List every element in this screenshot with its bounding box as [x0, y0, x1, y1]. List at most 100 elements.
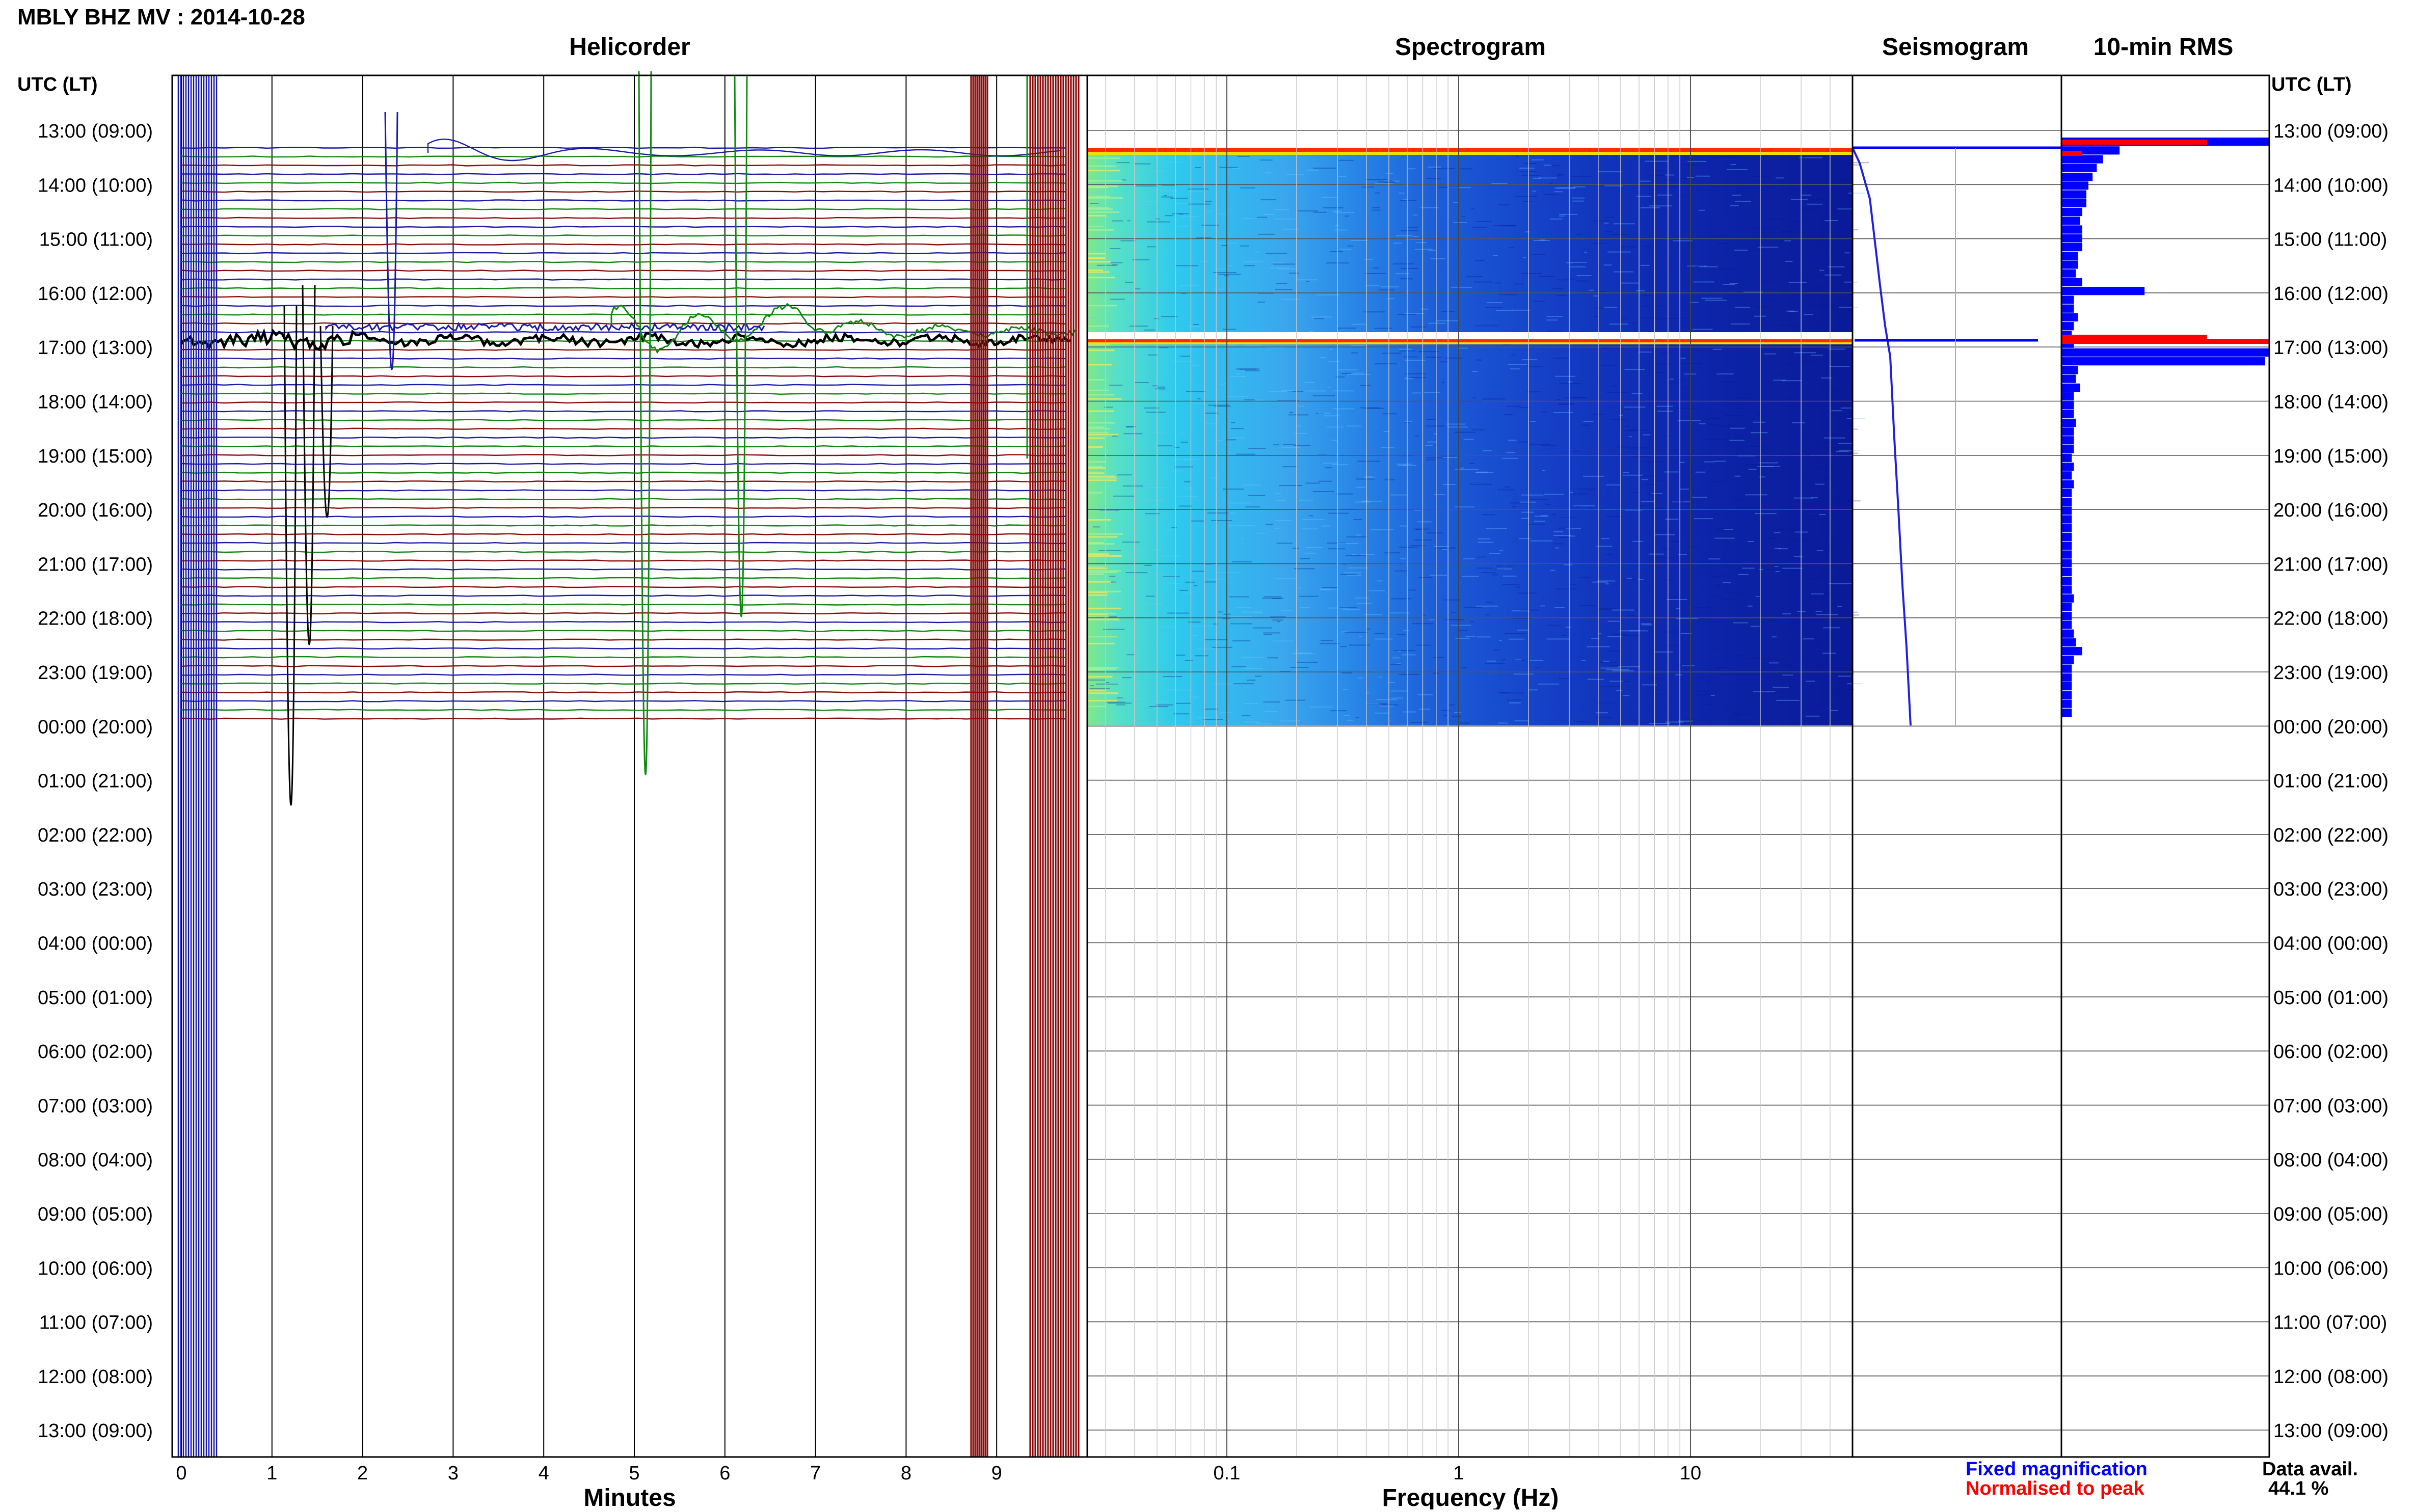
spectrogram-texture — [1379, 289, 1394, 291]
spectrogram-texture — [1272, 619, 1283, 621]
spectrogram-texture — [1127, 220, 1131, 222]
spectrogram-texture — [1671, 239, 1686, 240]
spectrogram-texture — [1776, 699, 1800, 701]
spectrogram-texture — [1499, 294, 1518, 295]
spectrogram-texture — [1219, 167, 1238, 168]
spectrogram-texture — [1110, 299, 1125, 300]
spectrogram-texture — [1111, 288, 1129, 289]
spectrogram-texture — [1333, 390, 1355, 392]
spectrogram-texture — [1215, 268, 1229, 270]
spectrogram-texture — [1306, 170, 1319, 171]
spectrogram-texture — [1222, 618, 1230, 619]
spectrogram-texture — [1460, 168, 1473, 170]
spectrogram-texture — [1092, 526, 1100, 528]
spectrogram-texture — [1143, 500, 1165, 501]
spectrogram-texture — [1124, 281, 1133, 283]
spectrogram-texture — [1573, 263, 1588, 264]
spectrogram-texture — [1646, 484, 1656, 485]
spectrogram-texture — [1382, 413, 1397, 415]
spectrogram-texture — [1568, 381, 1572, 383]
spectrogram-texture — [1514, 196, 1538, 197]
spectrogram-texture — [1729, 440, 1745, 441]
spectrogram-texture — [1297, 661, 1318, 663]
spectrogram-texture — [1414, 509, 1421, 511]
spectrogram-texture — [1553, 543, 1565, 545]
spectrogram-texture — [1162, 184, 1177, 186]
spectrogram-texture — [1515, 660, 1525, 661]
spectrogram-texture — [1708, 481, 1725, 482]
spectrogram-texture — [1609, 681, 1623, 682]
spectrogram-texture — [1122, 685, 1141, 686]
spectrogram-texture — [1800, 285, 1820, 287]
spectrogram-texture — [1300, 607, 1310, 608]
spectrogram-texture — [1311, 316, 1332, 318]
helicorder-spike — [384, 112, 398, 370]
spectrogram-texture — [1279, 671, 1291, 672]
spectrogram-texture — [1789, 311, 1799, 312]
spectrogram-texture — [1105, 546, 1111, 547]
spectrogram-texture — [1123, 485, 1143, 487]
spectrogram-texture — [1177, 496, 1198, 497]
spectrogram-texture — [1454, 506, 1474, 508]
spectrogram-texture — [1372, 207, 1380, 208]
spectrogram-texture — [1734, 714, 1755, 715]
spectrogram-texture — [1793, 497, 1814, 499]
spectrogram-texture — [1827, 624, 1837, 625]
spectrogram-texture — [1146, 411, 1166, 413]
spectrogram-texture — [1446, 423, 1466, 425]
spectrogram-texture — [1519, 168, 1535, 169]
spectrogram-texture — [1484, 663, 1506, 664]
time-tick-label-right: 02:00 (22:00) — [2273, 825, 2389, 846]
spectrogram-texture — [1509, 247, 1514, 249]
chart-title: MBLY BHZ MV : 2014-10-28 — [17, 5, 305, 30]
spectrogram-texture — [1405, 373, 1426, 374]
spectrogram-texture — [1647, 494, 1660, 495]
spectrogram-texture — [1540, 605, 1545, 607]
spectrogram-texture — [1768, 659, 1790, 660]
spectrogram-texture — [1815, 610, 1822, 612]
spectrogram-texture — [1505, 486, 1511, 488]
spectrogram-texture — [1117, 474, 1132, 476]
spectrogram-texture — [1411, 326, 1427, 328]
spectrogram-texture — [1606, 554, 1613, 555]
spectrogram-texture — [1460, 722, 1470, 724]
spectrogram-texture — [1314, 318, 1324, 319]
spectrogram-texture — [1740, 600, 1747, 602]
spectrogram-texture — [1461, 667, 1467, 668]
spectrogram-texture — [1375, 363, 1397, 365]
spectrogram-texture — [1609, 419, 1628, 420]
spectrogram-texture — [1110, 248, 1121, 249]
spectrogram-texture — [1631, 492, 1641, 493]
spectrogram-lowfreq-band — [1087, 261, 1111, 263]
spectrogram-texture — [1549, 183, 1553, 184]
spectrogram-texture — [1601, 347, 1625, 349]
spectrogram-texture — [1298, 210, 1319, 212]
time-tick-label-left: 13:00 (09:00) — [38, 1420, 153, 1442]
spectrogram-texture — [1136, 668, 1155, 670]
spectrogram-texture — [1270, 616, 1286, 617]
spectrogram-texture — [1176, 226, 1188, 227]
spectrogram-texture — [1789, 221, 1807, 223]
helicorder-trace-line — [180, 357, 1066, 360]
spectrogram-texture — [1622, 474, 1643, 476]
helicorder-event-trace — [180, 328, 1071, 352]
spectrogram-texture — [1475, 221, 1492, 222]
spectrogram-texture — [1746, 464, 1768, 466]
spectrogram-texture — [1404, 378, 1413, 380]
rms-bar — [2061, 656, 2074, 664]
spectrogram-texture — [1342, 609, 1360, 610]
spectrogram-lowfreq-band — [1087, 555, 1122, 557]
helicorder-trace-line — [180, 700, 1066, 703]
spectrogram-texture — [1674, 541, 1679, 543]
spectrogram-texture — [1099, 515, 1115, 516]
spectrogram-texture — [1275, 528, 1279, 529]
spectrogram-texture — [1676, 618, 1699, 619]
spectrogram-texture — [1665, 721, 1684, 723]
spectrogram-lowfreq-band — [1087, 594, 1108, 596]
spectrogram-texture — [1442, 549, 1447, 550]
spectrogram-texture — [1324, 415, 1340, 417]
spectrogram-texture — [1685, 558, 1690, 559]
spectrogram-texture — [1665, 519, 1679, 520]
spectrogram-texture — [1503, 633, 1526, 634]
